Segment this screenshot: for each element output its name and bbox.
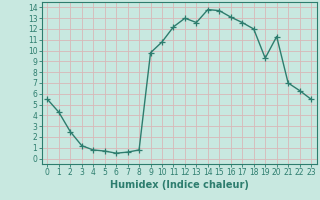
X-axis label: Humidex (Indice chaleur): Humidex (Indice chaleur) xyxy=(110,180,249,190)
